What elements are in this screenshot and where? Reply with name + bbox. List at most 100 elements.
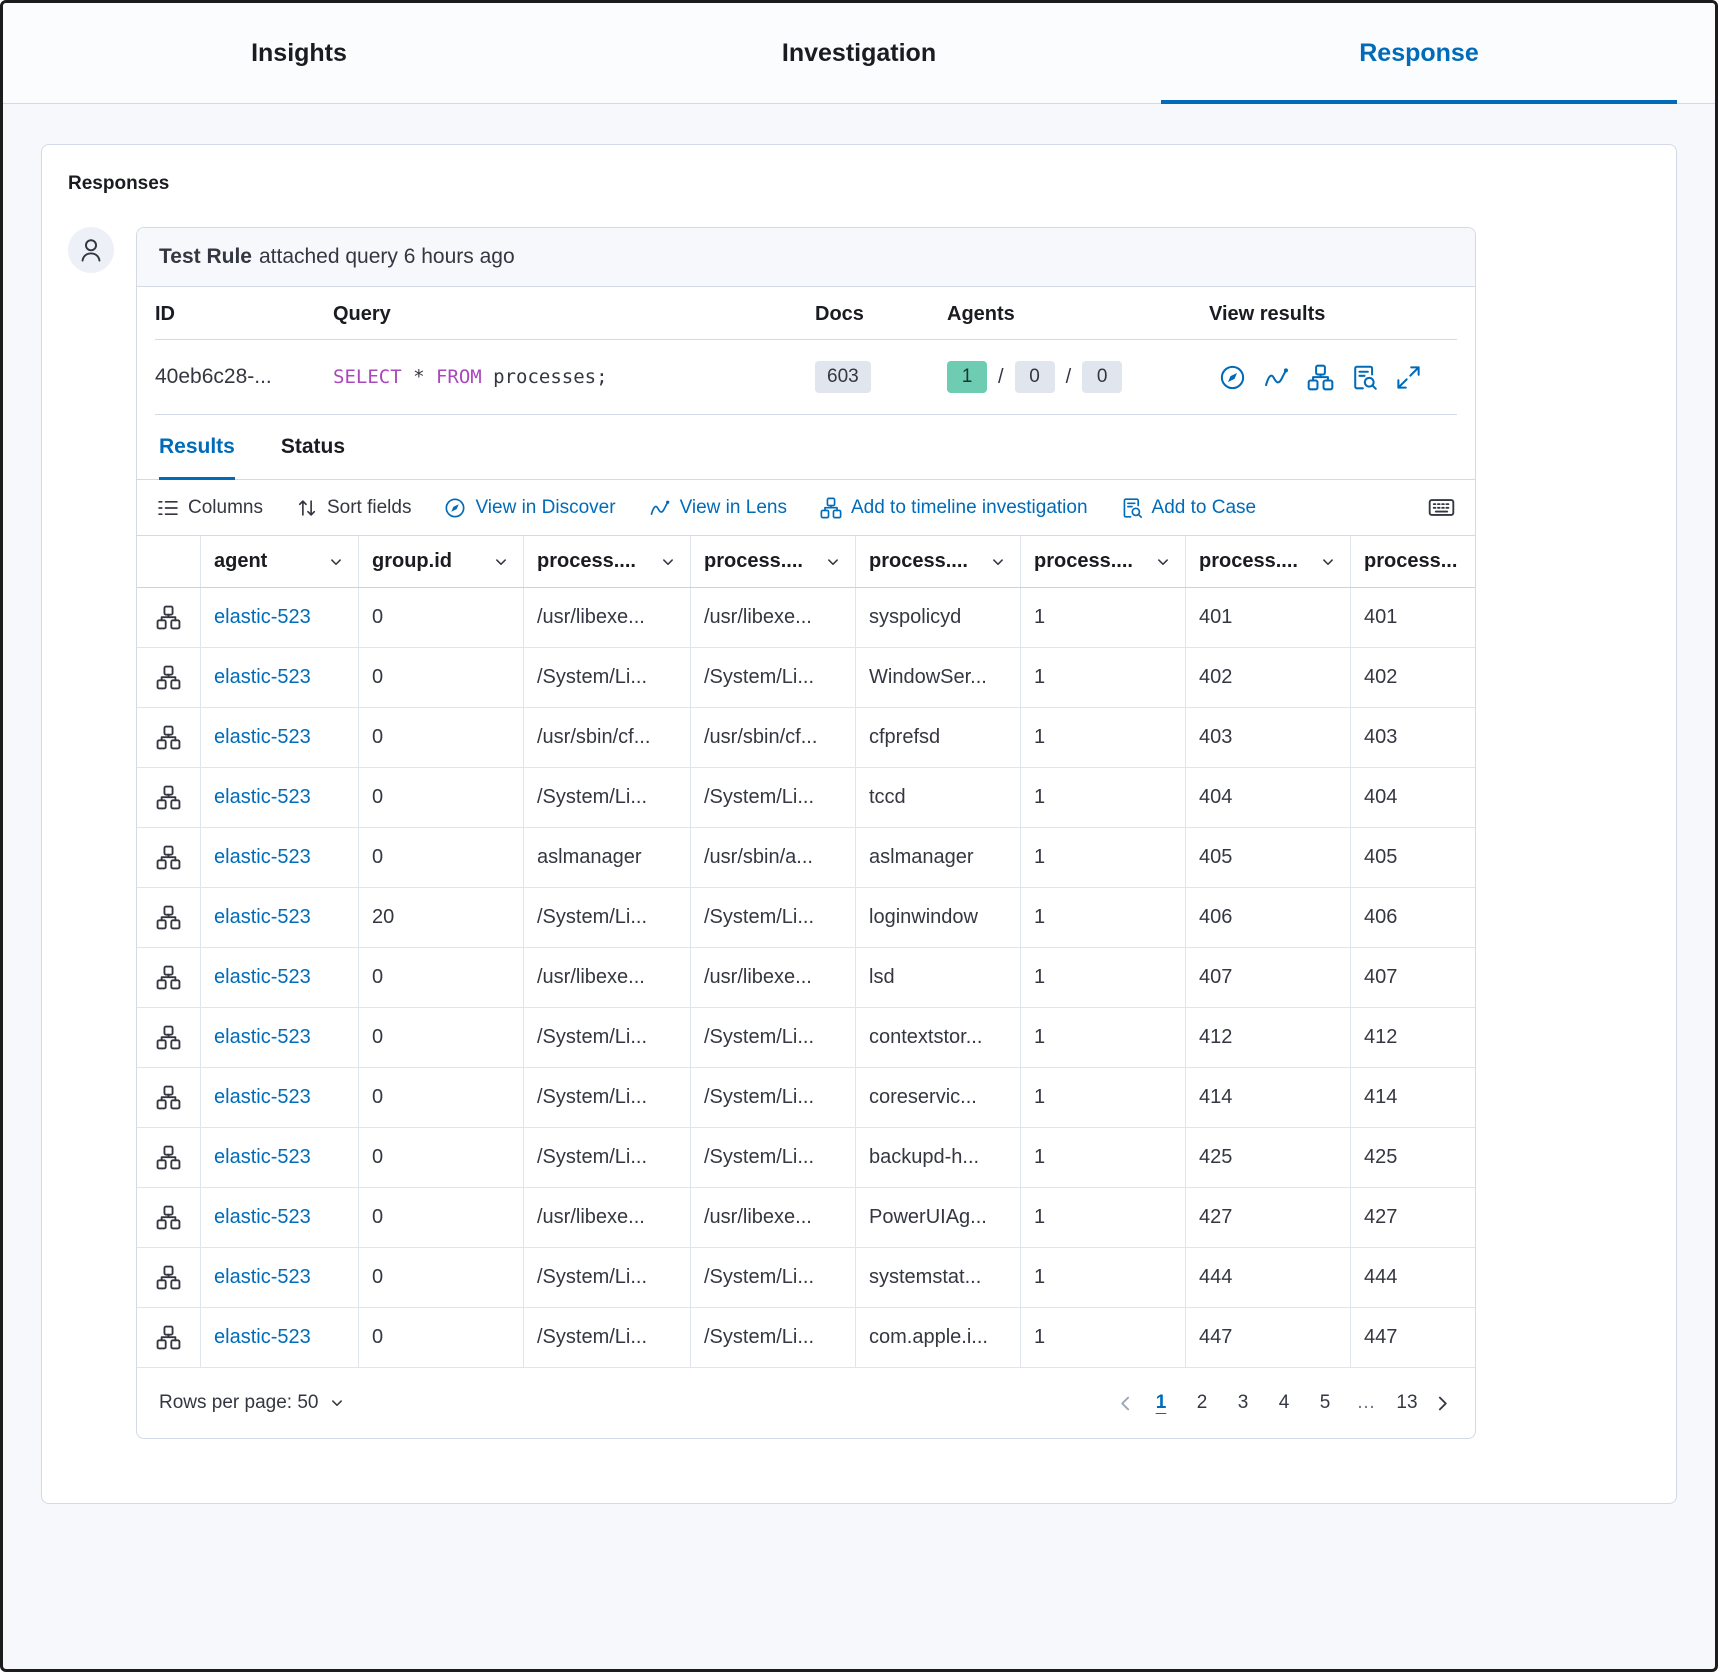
col-docs-label: Docs: [815, 303, 864, 325]
pagination: 1 2 3 4 5 … 13: [1115, 1385, 1453, 1421]
rows-per-page-button[interactable]: Rows per page: 50: [159, 1392, 346, 1414]
agent-link[interactable]: elastic-523: [201, 1308, 359, 1367]
column-header[interactable]: process....: [856, 536, 1021, 587]
analyze-event-icon[interactable]: [137, 1068, 201, 1127]
tab-response[interactable]: Response: [1139, 3, 1699, 104]
agents-separator: /: [1065, 365, 1072, 388]
sort-fields-button[interactable]: Sort fields: [296, 497, 411, 519]
sitemap-icon: [156, 1025, 181, 1050]
sitemap-icon: [156, 905, 181, 930]
analyze-event-icon[interactable]: [137, 888, 201, 947]
grid-cell: 414: [1351, 1068, 1475, 1127]
tab-results[interactable]: Results: [159, 415, 235, 480]
grid-cell: /System/Li...: [691, 768, 856, 827]
grid-cell: /System/Li...: [524, 768, 691, 827]
sitemap-icon: [156, 785, 181, 810]
chevron-down-icon[interactable]: [1154, 553, 1172, 571]
agent-link[interactable]: elastic-523: [201, 708, 359, 767]
sitemap-icon: [156, 845, 181, 870]
grid-cell: aslmanager: [856, 828, 1021, 887]
column-header[interactable]: process....: [1186, 536, 1351, 587]
grid-cell: 402: [1351, 648, 1475, 707]
analyze-event-icon[interactable]: [137, 1128, 201, 1187]
grid-cell: 1: [1021, 768, 1186, 827]
add-to-timeline-button[interactable]: Add to timeline investigation: [820, 497, 1088, 519]
sitemap-icon: [156, 1325, 181, 1350]
column-header[interactable]: process....: [524, 536, 691, 587]
page-button[interactable]: 13: [1396, 1392, 1418, 1413]
grid-cell: 1: [1021, 828, 1186, 887]
agent-link[interactable]: elastic-523: [201, 888, 359, 947]
agent-link[interactable]: elastic-523: [201, 948, 359, 1007]
tab-insights[interactable]: Insights: [251, 38, 347, 67]
agent-link[interactable]: elastic-523: [201, 1008, 359, 1067]
grid-cell: 20: [359, 888, 524, 947]
discover-icon[interactable]: [1219, 364, 1246, 391]
grid-cell: 447: [1186, 1308, 1351, 1367]
agent-link[interactable]: elastic-523: [201, 588, 359, 647]
analyze-event-icon[interactable]: [137, 948, 201, 1007]
agent-link[interactable]: elastic-523: [201, 828, 359, 887]
agents-separator: /: [998, 365, 1004, 388]
view-in-lens-button[interactable]: View in Lens: [649, 497, 787, 519]
tab-status[interactable]: Status: [280, 435, 346, 458]
column-header[interactable]: group.id: [359, 536, 524, 587]
summary-header-row: ID Query Docs Agents View results: [155, 287, 1457, 340]
agent-link[interactable]: elastic-523: [201, 1068, 359, 1127]
page-button[interactable]: 2: [1196, 1392, 1208, 1413]
page-button[interactable]: 3: [1237, 1392, 1249, 1413]
column-header[interactable]: process....: [691, 536, 856, 587]
agent-link[interactable]: elastic-523: [201, 1248, 359, 1307]
page-button[interactable]: 4: [1278, 1392, 1290, 1413]
analyze-event-icon[interactable]: [137, 648, 201, 707]
page-button[interactable]: 1: [1155, 1392, 1167, 1413]
table-row: elastic-523 0/usr/sbin/cf.../usr/sbin/cf.…: [137, 708, 1475, 768]
grid-cell: 427: [1351, 1188, 1475, 1247]
analyze-event-icon[interactable]: [137, 1008, 201, 1067]
grid-cell: /System/Li...: [524, 1128, 691, 1187]
table-row: elastic-523 0/System/Li.../System/Li... Wi…: [137, 648, 1475, 708]
col-agents-label: Agents: [947, 303, 1015, 325]
keyboard-shortcuts-button[interactable]: [1428, 494, 1455, 521]
sitemap-icon: [156, 1265, 181, 1290]
analyze-event-icon[interactable]: [137, 1248, 201, 1307]
grid-cell: /System/Li...: [524, 888, 691, 947]
lens-icon[interactable]: [1263, 364, 1290, 391]
column-header[interactable]: agent: [201, 536, 359, 587]
sitemap-icon: [156, 1145, 181, 1170]
grid-cell: 401: [1351, 588, 1475, 647]
add-to-case-button[interactable]: Add to Case: [1121, 497, 1256, 519]
analyze-event-icon[interactable]: [137, 1308, 201, 1367]
analyze-event-icon[interactable]: [137, 588, 201, 647]
view-in-discover-button[interactable]: View in Discover: [444, 497, 616, 519]
grid-cell: /usr/libexe...: [524, 948, 691, 1007]
chevron-down-icon[interactable]: [327, 553, 345, 571]
open-in-new-icon[interactable]: [1395, 364, 1422, 391]
chevron-down-icon[interactable]: [1319, 553, 1337, 571]
columns-button[interactable]: Columns: [157, 497, 263, 519]
analyze-event-icon[interactable]: [137, 768, 201, 827]
analyze-event-icon[interactable]: [137, 1188, 201, 1247]
case-icon[interactable]: [1351, 364, 1378, 391]
page-button[interactable]: 5: [1319, 1392, 1331, 1413]
chevron-down-icon[interactable]: [492, 553, 510, 571]
chevron-down-icon[interactable]: [659, 553, 677, 571]
next-page-icon[interactable]: [1432, 1393, 1453, 1414]
agent-link[interactable]: elastic-523: [201, 648, 359, 707]
chevron-down-icon[interactable]: [989, 553, 1007, 571]
agents-ok-badge: 1: [947, 361, 987, 393]
analyze-event-icon[interactable]: [137, 828, 201, 887]
analyze-event-icon[interactable]: [137, 708, 201, 767]
timeline-icon[interactable]: [1307, 364, 1334, 391]
pagination-pages: 1 2 3 4 5 … 13: [1145, 1385, 1423, 1421]
column-header[interactable]: process...: [1351, 536, 1475, 587]
tab-investigation[interactable]: Investigation: [781, 38, 937, 67]
agent-link[interactable]: elastic-523: [201, 768, 359, 827]
previous-page-icon[interactable]: [1115, 1393, 1136, 1414]
agent-link[interactable]: elastic-523: [201, 1128, 359, 1187]
grid-cell: 0: [359, 1308, 524, 1367]
column-header[interactable]: process....: [1021, 536, 1186, 587]
agent-link[interactable]: elastic-523: [201, 1188, 359, 1247]
grid-cell: PowerUIAg...: [856, 1188, 1021, 1247]
chevron-down-icon[interactable]: [824, 553, 842, 571]
